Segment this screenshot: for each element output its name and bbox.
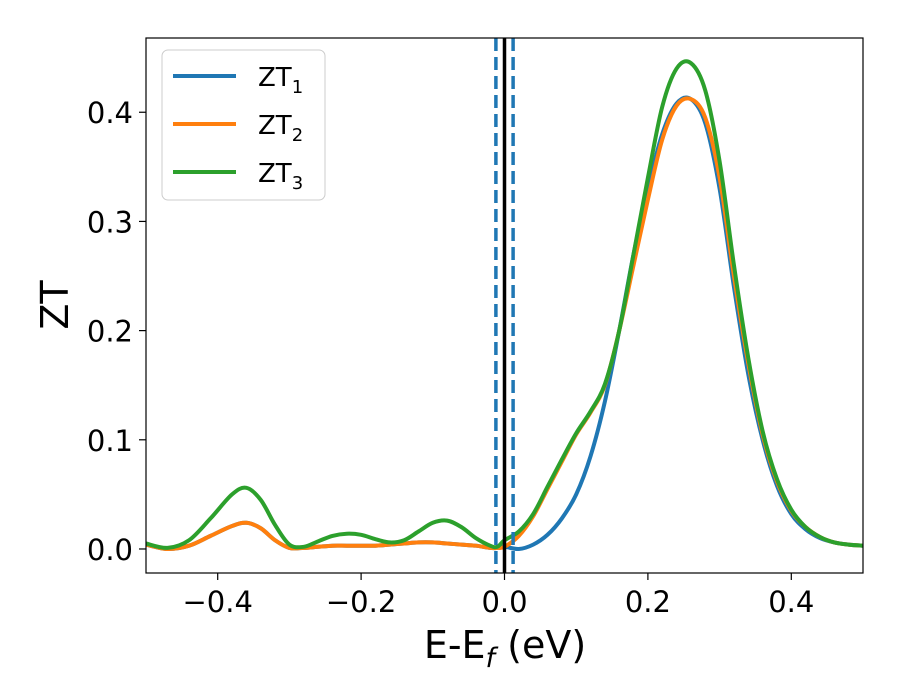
y-tick-label: 0.4 [87,96,133,130]
legend-box [161,49,326,201]
x-tick-label: −0.4 [182,585,252,619]
y-axis-label: ZT [33,280,77,330]
plot-area [146,59,863,551]
reference-lines [494,38,515,573]
series-line-zt3 [146,59,863,550]
legend: ZT1 ZT2 ZT3 [161,49,326,201]
x-tick-label: −0.2 [326,585,396,619]
y-tick-label: 0.3 [87,205,133,239]
legend-label-zt2: ZT2 [258,111,303,146]
x-axis-label: E-Ef (eV) [424,623,586,674]
legend-label-zt1: ZT1 [258,63,303,98]
x-axis-label-unit: (eV) [495,623,586,667]
legend-label-zt3: ZT3 [258,159,303,194]
x-axis-label-main: E-E [424,623,486,667]
x-tick-label: 0.4 [768,585,814,619]
y-tick-label: 0.1 [87,424,133,458]
x-tick-label: 0.0 [481,585,527,619]
x-tick-label: 0.2 [625,585,671,619]
x-axis: −0.4 −0.2 0.0 0.2 0.4 [182,573,814,619]
y-axis: 0.0 0.1 0.2 0.3 0.4 [87,96,146,567]
y-tick-label: 0.2 [87,315,133,349]
y-tick-label: 0.0 [87,533,133,567]
